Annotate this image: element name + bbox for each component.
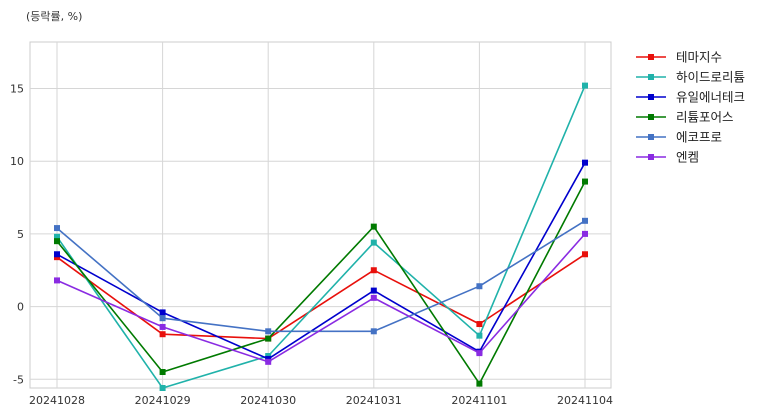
data-point (265, 328, 272, 335)
data-point (370, 267, 377, 274)
data-point (159, 369, 166, 376)
series-group (54, 82, 588, 391)
y-tick-label: -5 (13, 373, 24, 386)
legend-marker (648, 94, 654, 100)
legend-marker (648, 114, 654, 120)
legend-marker (648, 54, 654, 60)
grid (30, 42, 611, 388)
x-tick-label: 20241028 (29, 394, 85, 407)
data-point (476, 332, 483, 339)
data-point (265, 358, 272, 365)
data-point (159, 385, 166, 391)
data-point (159, 315, 166, 322)
legend-label: 엔켐 (676, 150, 699, 165)
legend-label: 하이드로리튬 (676, 70, 745, 85)
x-axis-ticks: 20241028 20241029 20241030 20241031 20241101… (29, 394, 613, 407)
data-point (54, 238, 60, 245)
data-point (582, 178, 588, 185)
data-point (54, 251, 60, 258)
data-point (476, 380, 483, 387)
legend-marker (648, 154, 654, 160)
series-line (56, 253, 586, 340)
data-point (476, 283, 483, 290)
series-line (56, 220, 586, 333)
data-point (54, 225, 60, 232)
plot-area (29, 41, 612, 389)
series-line (56, 233, 586, 363)
y-tick-label: 0 (17, 301, 24, 314)
x-tick-label: 20241104 (557, 394, 613, 407)
data-point (370, 239, 377, 246)
data-point (370, 223, 377, 230)
legend-marker (648, 134, 654, 140)
y-tick-label: 15 (10, 83, 24, 96)
legend-label: 테마지수 (676, 50, 722, 65)
x-tick-label: 20241031 (346, 394, 402, 407)
data-point (54, 233, 60, 240)
data-point (476, 321, 483, 328)
legend-marker (648, 74, 654, 80)
data-point (370, 328, 377, 335)
data-point (476, 350, 483, 357)
series-line (56, 85, 586, 389)
legend-label: 에코프로 (676, 130, 722, 145)
unit-label: (등락률, %) (26, 10, 82, 23)
legend-label: 리튬포어스 (676, 110, 734, 125)
data-point (582, 82, 588, 89)
y-axis-ticks: -5 0 5 10 15 (10, 83, 24, 387)
series-line (56, 181, 586, 385)
x-tick-label: 20241029 (135, 394, 191, 407)
data-point (582, 159, 588, 166)
data-point (582, 230, 588, 237)
data-point (370, 294, 377, 301)
data-point (582, 217, 588, 224)
data-point (159, 323, 166, 330)
data-point (370, 287, 377, 294)
y-tick-label: 10 (10, 155, 24, 168)
x-tick-label: 20241030 (240, 394, 296, 407)
legend-label: 유일에너테크 (676, 90, 745, 105)
x-tick-label: 20241101 (451, 394, 507, 407)
data-point (54, 277, 60, 284)
y-tick-label: 5 (17, 228, 24, 241)
data-point (159, 309, 166, 316)
data-point (582, 251, 588, 258)
data-point (159, 331, 166, 338)
data-point (265, 335, 272, 342)
